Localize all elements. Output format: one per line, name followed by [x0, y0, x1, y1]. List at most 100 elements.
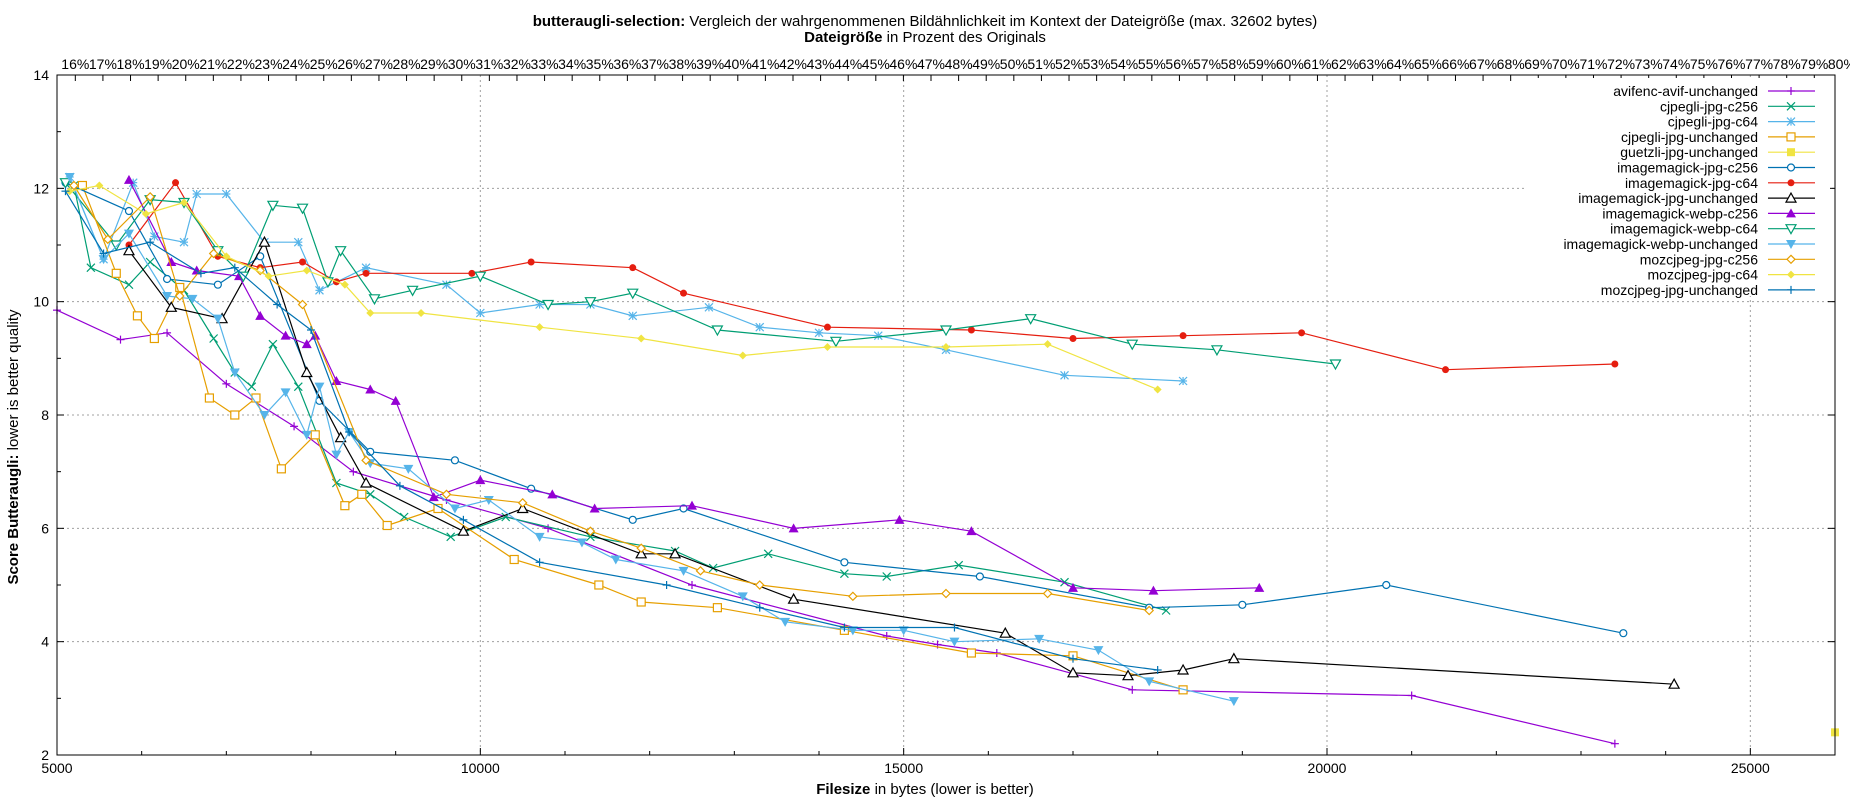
- point-marker: [712, 603, 723, 613]
- point-marker: [941, 588, 951, 599]
- point-marker: [95, 181, 104, 190]
- point-marker: [1786, 117, 1796, 127]
- point-marker: [209, 334, 219, 343]
- point-marker: [145, 191, 155, 202]
- point-marker: [124, 206, 134, 216]
- point-marker: [172, 179, 180, 187]
- point-marker: [763, 549, 773, 559]
- point-marker: [149, 333, 159, 344]
- point-marker: [266, 200, 279, 212]
- top-tick-label: 22%: [227, 56, 255, 72]
- top-tick-label: 79%: [1800, 56, 1828, 72]
- point-marker: [362, 269, 370, 277]
- point-marker: [468, 269, 476, 277]
- legend-label: imagemagick-webp-c64: [1610, 221, 1758, 237]
- x-tick-label: 15000: [884, 760, 923, 776]
- point-marker: [296, 203, 309, 215]
- legend-item: cjpegli-jpg-c64: [1668, 114, 1815, 130]
- top-tick-label: 37%: [641, 56, 669, 72]
- legend-label: imagemagick-jpg-c64: [1625, 175, 1758, 191]
- top-tick-label: 16%: [61, 56, 89, 72]
- point-marker: [449, 504, 460, 514]
- point-marker: [399, 512, 409, 522]
- point-marker: [162, 274, 172, 284]
- legend-item: guetzli-jpg-unchanged: [1620, 144, 1815, 160]
- point-marker: [829, 336, 842, 348]
- point-marker: [788, 523, 799, 533]
- series-mozcjpeg-jpg-c64: [65, 181, 1162, 394]
- point-marker: [111, 268, 121, 278]
- point-marker: [441, 489, 452, 500]
- y-axis-label: Score Butteraugli: lower is better quali…: [5, 309, 22, 585]
- series-line: [128, 181, 1615, 371]
- point-marker: [840, 558, 849, 567]
- point-marker: [1787, 179, 1795, 187]
- series-cjpegli-jpg-c64: [65, 172, 1188, 386]
- top-tick-label: 46%: [889, 56, 917, 72]
- point-marker: [334, 246, 347, 257]
- top-tick-label: 36%: [613, 56, 641, 72]
- point-marker: [122, 244, 135, 256]
- top-tick-label: 35%: [586, 56, 614, 72]
- point-marker: [1210, 345, 1223, 357]
- point-marker: [276, 464, 286, 474]
- point-marker: [882, 572, 892, 581]
- point-marker: [69, 180, 79, 191]
- point-marker: [576, 538, 587, 548]
- point-marker: [585, 526, 596, 537]
- point-marker: [1060, 370, 1069, 380]
- x-axis-label: Filesize in bytes (lower is better): [816, 781, 1034, 798]
- point-marker: [1611, 360, 1619, 368]
- point-marker: [98, 255, 109, 265]
- top-tick-label: 33%: [531, 56, 559, 72]
- point-marker: [1382, 580, 1391, 590]
- point-marker: [360, 476, 373, 488]
- top-tick-label: 30%: [448, 56, 476, 72]
- point-marker: [1024, 314, 1037, 325]
- chart-title: butteraugli-selection: Vergleich der wah…: [533, 13, 1318, 30]
- top-tick-label: 23%: [255, 56, 283, 72]
- point-marker: [542, 299, 555, 311]
- y-tick-label: 8: [41, 407, 49, 423]
- legend-item: mozcjpeg-jpg-unchanged: [1601, 282, 1815, 298]
- point-marker: [301, 339, 312, 349]
- point-marker: [737, 592, 748, 602]
- point-marker: [264, 272, 273, 281]
- top-tick-label: 78%: [1773, 56, 1801, 72]
- top-tick-label: 70%: [1552, 56, 1580, 72]
- legend-label: cjpegli-jpg-c256: [1660, 98, 1758, 114]
- point-marker: [678, 566, 689, 576]
- y-tick-label: 10: [33, 294, 49, 310]
- point-marker: [823, 323, 831, 331]
- point-marker: [628, 515, 637, 524]
- legend-item: cjpegli-jpg-unchanged: [1621, 129, 1815, 145]
- point-marker: [331, 450, 342, 460]
- point-marker: [331, 478, 341, 488]
- point-marker: [174, 291, 185, 301]
- point-marker: [534, 532, 545, 542]
- top-tick-label: 25%: [310, 56, 338, 72]
- top-tick-label: 18%: [117, 56, 145, 72]
- point-marker: [1093, 646, 1104, 656]
- point-marker: [382, 520, 392, 531]
- point-marker: [1060, 577, 1069, 587]
- point-marker: [942, 343, 950, 351]
- point-marker: [293, 382, 303, 392]
- point-marker: [450, 456, 460, 465]
- point-marker: [65, 187, 74, 196]
- point-marker: [406, 285, 419, 297]
- top-tick-label: 42%: [779, 56, 807, 72]
- top-tick-label: 44%: [834, 56, 862, 72]
- top-tick-label: 68%: [1497, 56, 1525, 72]
- series-imagemagick-webp-c256: [123, 174, 1265, 595]
- point-marker: [975, 572, 984, 581]
- top-tick-label: 74%: [1662, 56, 1690, 72]
- series-line: [128, 179, 1260, 592]
- point-marker: [457, 524, 470, 536]
- top-tick-label: 77%: [1745, 56, 1773, 72]
- point-marker: [780, 617, 791, 627]
- point-marker: [334, 431, 347, 443]
- series-layer: [53, 172, 1839, 748]
- point-marker: [428, 492, 439, 502]
- point-marker: [314, 382, 325, 392]
